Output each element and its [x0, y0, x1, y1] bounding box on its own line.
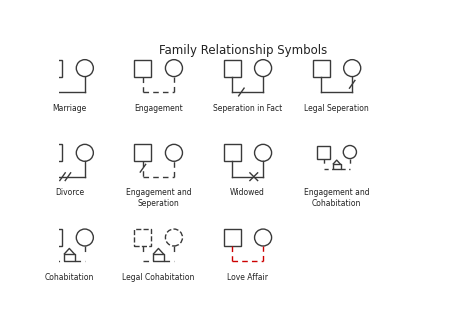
- Bar: [135, 229, 152, 246]
- Bar: [46, 60, 63, 77]
- Text: Love Affair: Love Affair: [227, 273, 268, 282]
- Bar: [317, 146, 330, 159]
- Ellipse shape: [344, 60, 361, 77]
- Text: Engagement and
Seperation: Engagement and Seperation: [126, 188, 191, 208]
- Text: Legal Seperation: Legal Seperation: [304, 104, 369, 113]
- Ellipse shape: [255, 144, 272, 161]
- Ellipse shape: [165, 60, 182, 77]
- Ellipse shape: [165, 229, 182, 246]
- Ellipse shape: [76, 229, 93, 246]
- Ellipse shape: [343, 146, 356, 159]
- Text: Seperation in Fact: Seperation in Fact: [213, 104, 282, 113]
- Text: Family Relationship Symbols: Family Relationship Symbols: [159, 44, 327, 57]
- Bar: [135, 144, 152, 161]
- Ellipse shape: [76, 144, 93, 161]
- Text: Marriage: Marriage: [52, 104, 86, 113]
- Ellipse shape: [255, 229, 272, 246]
- Bar: [224, 60, 241, 77]
- Ellipse shape: [76, 60, 93, 77]
- Bar: [224, 144, 241, 161]
- Bar: [135, 60, 152, 77]
- Bar: [46, 229, 63, 246]
- Ellipse shape: [255, 60, 272, 77]
- Text: Widowed: Widowed: [230, 188, 265, 197]
- Text: Engagement and
Cohabitation: Engagement and Cohabitation: [304, 188, 370, 208]
- Text: Divorce: Divorce: [55, 188, 84, 197]
- Bar: [46, 144, 63, 161]
- Text: Engagement: Engagement: [134, 104, 183, 113]
- Text: Cohabitation: Cohabitation: [45, 273, 94, 282]
- Bar: [224, 229, 241, 246]
- Bar: [313, 60, 330, 77]
- Text: Legal Cohabitation: Legal Cohabitation: [122, 273, 195, 282]
- Ellipse shape: [165, 144, 182, 161]
